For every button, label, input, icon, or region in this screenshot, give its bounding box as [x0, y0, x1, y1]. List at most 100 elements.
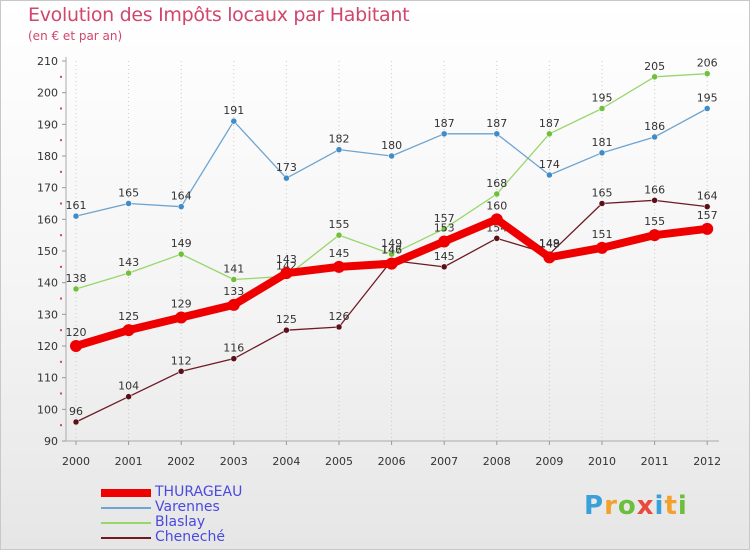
data-point	[177, 368, 185, 375]
y-minor-tick	[60, 75, 62, 78]
y-minor-tick	[60, 139, 62, 142]
y-minor-tick	[60, 170, 62, 173]
y-minor-tick	[60, 392, 62, 395]
x-tick-label: 2000	[62, 455, 90, 468]
data-label: 147	[381, 244, 402, 257]
data-point	[546, 130, 553, 138]
data-label: 120	[66, 326, 87, 339]
data-point	[175, 311, 188, 324]
data-label: 165	[118, 187, 139, 200]
y-tick-label: 170	[37, 182, 58, 195]
chart-subtitle: (en € et par an)	[28, 29, 123, 43]
data-label: 187	[486, 117, 507, 130]
data-point	[493, 235, 501, 242]
data-point	[385, 257, 398, 270]
data-point	[651, 197, 658, 204]
data-point	[230, 276, 238, 283]
legend-label-cheneche: Cheneché	[155, 529, 225, 545]
data-label: 153	[434, 222, 455, 235]
data-point	[72, 285, 80, 293]
data-label: 182	[329, 133, 350, 146]
logo-letter: r	[604, 491, 618, 521]
logo-letter: i	[677, 491, 688, 521]
y-tick-label: 200	[37, 87, 58, 100]
data-point	[598, 200, 606, 207]
data-point	[227, 298, 240, 311]
y-minor-tick	[60, 360, 62, 363]
x-tick-label: 2001	[115, 455, 143, 468]
data-point	[283, 174, 290, 182]
data-point	[490, 213, 503, 226]
y-minor-tick	[60, 202, 62, 205]
x-tick-label: 2003	[220, 455, 248, 468]
data-label: 151	[592, 228, 613, 241]
x-tick-label: 2006	[378, 455, 406, 468]
data-label: 166	[644, 183, 665, 196]
data-point	[388, 250, 395, 258]
y-minor-tick	[60, 329, 62, 332]
data-label: 205	[644, 60, 665, 73]
data-label: 161	[66, 199, 87, 212]
data-point	[125, 269, 132, 277]
data-label: 164	[171, 190, 192, 203]
data-label: 149	[539, 237, 560, 250]
y-tick-label: 140	[37, 277, 58, 290]
data-label: 104	[118, 380, 139, 393]
data-point	[335, 231, 343, 239]
data-label: 149	[381, 237, 402, 250]
y-tick-label: 190	[37, 118, 58, 131]
data-label: 160	[486, 199, 507, 212]
data-point	[230, 117, 238, 125]
data-label: 173	[276, 161, 297, 174]
y-tick-label: 150	[37, 245, 58, 258]
y-tick-label: 110	[37, 372, 58, 385]
logo-letter: P	[584, 491, 605, 521]
legend-label-thurageau: THURAGEAU	[155, 484, 243, 500]
data-label: 129	[171, 298, 192, 311]
data-point	[703, 105, 711, 112]
x-tick-label: 2004	[272, 455, 300, 468]
data-point	[388, 152, 395, 160]
data-label: 155	[644, 215, 665, 228]
data-point	[651, 73, 658, 81]
x-tick-label: 2009	[535, 455, 563, 468]
proxiti-logo: Proxiti	[584, 491, 688, 521]
data-label: 187	[434, 117, 455, 130]
data-label: 146	[381, 244, 402, 257]
data-label: 165	[592, 187, 613, 200]
data-point	[701, 222, 714, 235]
x-tick-label: 2007	[430, 455, 458, 468]
data-point	[438, 235, 451, 248]
x-tick-label: 2010	[588, 455, 616, 468]
y-minor-tick	[60, 424, 62, 427]
data-label: 125	[276, 313, 297, 326]
data-point	[283, 326, 290, 334]
x-tick-label: 2012	[693, 455, 721, 468]
data-label: 164	[697, 190, 718, 203]
x-tick-label: 2011	[641, 455, 669, 468]
data-point	[651, 133, 658, 141]
data-label: 149	[171, 237, 192, 250]
data-label: 116	[223, 342, 244, 355]
data-point	[335, 323, 343, 331]
data-point	[70, 340, 82, 352]
data-point	[703, 203, 711, 210]
data-label: 168	[486, 177, 507, 190]
data-point	[703, 70, 711, 77]
y-tick-label: 90	[44, 435, 58, 448]
x-tick-label: 2008	[483, 455, 511, 468]
data-point	[333, 260, 345, 273]
data-label: 145	[434, 250, 455, 263]
data-label: 125	[118, 310, 139, 323]
data-point	[546, 171, 553, 179]
y-minor-tick	[60, 107, 62, 110]
data-label: 112	[171, 354, 192, 367]
data-point	[125, 200, 132, 207]
data-label: 133	[223, 285, 244, 298]
x-tick-label: 2005	[325, 455, 353, 468]
data-label: 206	[697, 57, 718, 70]
x-tick-label: 2002	[167, 455, 195, 468]
y-minor-tick	[60, 234, 62, 237]
